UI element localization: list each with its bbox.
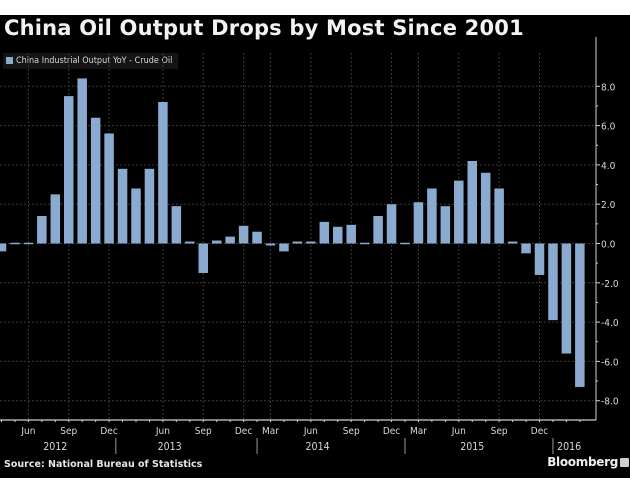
bar (0, 243, 7, 252)
axes (0, 37, 597, 421)
bar (185, 241, 195, 244)
y-tick-label: 6.0 (601, 122, 616, 133)
year-label: 2012 (43, 441, 67, 453)
bar (50, 194, 61, 244)
source-note: Source: National Bureau of Statistics (4, 459, 203, 470)
chart-frame: China Oil Output Drops by Most Since 200… (0, 15, 630, 478)
bar (90, 117, 101, 244)
bar (23, 242, 34, 245)
y-tick-label: -8.0 (601, 397, 619, 408)
gridlines (0, 53, 596, 420)
bar (346, 224, 356, 244)
x-tick-label: Jun (451, 426, 466, 437)
bar (171, 206, 182, 244)
bar (144, 168, 155, 244)
bar (440, 206, 451, 244)
bar (373, 215, 383, 244)
bar (319, 221, 330, 244)
bar (252, 231, 262, 244)
bar (561, 243, 572, 354)
y-tick-label: 0.0 (601, 240, 616, 251)
bloomberg-terminal-icon (620, 458, 629, 467)
x-tick-label: Sep (491, 426, 508, 437)
x-tick-label: Sep (60, 426, 77, 437)
bloomberg-logo: Bloomberg (547, 455, 618, 469)
bar (117, 168, 128, 244)
bar (225, 236, 235, 244)
bar (292, 241, 303, 244)
bar (306, 241, 316, 244)
bar (454, 180, 464, 244)
bar (279, 243, 289, 252)
year-label: 2014 (306, 441, 330, 453)
bar (507, 241, 518, 244)
bar (265, 243, 276, 246)
bar (400, 242, 410, 245)
y-tick-label: 2.0 (601, 200, 616, 211)
y-axis-ticks: 8.0 6.0 4.0 2.0 0.0 -2.0 -4.0 -6.0 -8.0 (596, 82, 619, 408)
x-tick-label: Jun (303, 426, 318, 437)
x-tick-label: Dec (100, 426, 117, 437)
bar (494, 188, 504, 244)
x-tick-label: Sep (343, 426, 360, 437)
chart-title: China Oil Output Drops by Most Since 200… (4, 16, 524, 40)
bar (64, 96, 74, 244)
bar (10, 242, 20, 245)
x-tick-label: Mar (262, 426, 279, 437)
bar (198, 243, 208, 273)
bar (521, 243, 531, 254)
y-tick-label: -2.0 (601, 279, 619, 290)
bar (534, 243, 545, 275)
x-tick-label: Dec (235, 426, 252, 437)
year-label: 2016 (557, 441, 581, 453)
bar (238, 225, 249, 244)
year-label: 2015 (460, 441, 484, 453)
bar (575, 243, 585, 387)
x-tick-label: Dec (531, 426, 548, 437)
bar (37, 215, 47, 244)
y-tick-label: -6.0 (601, 357, 619, 368)
bar (77, 78, 87, 244)
legend-label: China Industrial Output YoY - Crude Oil (16, 56, 173, 66)
bar (333, 226, 343, 244)
legend-swatch (6, 57, 13, 64)
bar (359, 242, 370, 245)
bar (427, 188, 437, 244)
bar (211, 240, 222, 244)
x-tick-label: Dec (383, 426, 400, 437)
y-tick-label: 8.0 (601, 82, 616, 93)
y-tick-label: 4.0 (601, 161, 616, 172)
bar (467, 160, 477, 244)
bar (386, 204, 397, 244)
bar (413, 202, 424, 244)
bar (131, 188, 141, 244)
bar (158, 102, 168, 244)
x-tick-label: Mar (410, 426, 427, 437)
year-label: 2013 (158, 441, 182, 453)
bar (480, 172, 491, 244)
bar (548, 243, 558, 321)
x-tick-label: Sep (195, 426, 212, 437)
y-tick-label: -4.0 (601, 318, 619, 329)
x-tick-label: Jun (20, 426, 35, 437)
legend: China Industrial Output YoY - Crude Oil (3, 53, 179, 69)
bar (104, 133, 114, 244)
bar-chart: 8.0 6.0 4.0 2.0 0.0 -2.0 -4.0 -6.0 -8.0 Jun Sep De… (0, 37, 619, 454)
x-tick-label: Jun (155, 426, 170, 437)
bars (0, 78, 585, 387)
x-axis-ticks: Jun Sep Dec Jun Sep Dec Mar Jun Sep Dec Mar Jun Sep D… (1, 420, 581, 454)
